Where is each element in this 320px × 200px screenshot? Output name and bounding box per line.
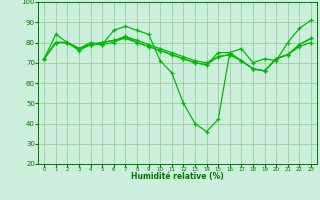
X-axis label: Humidité relative (%): Humidité relative (%) [131, 172, 224, 181]
